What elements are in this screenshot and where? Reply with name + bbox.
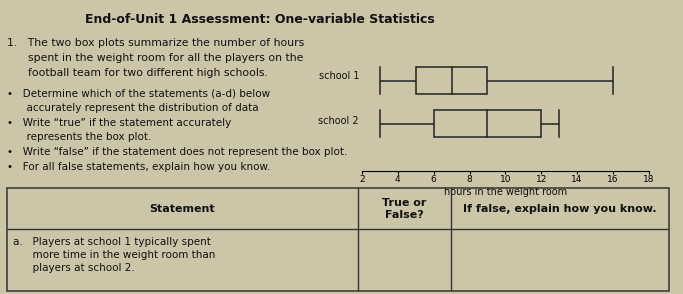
Text: If false, explain how you know.: If false, explain how you know. — [463, 204, 657, 214]
Text: 1.   The two box plots summarize the number of hours: 1. The two box plots summarize the numbe… — [7, 38, 304, 48]
Text: football team for two different high schools.: football team for two different high sch… — [7, 68, 268, 78]
Text: End-of-Unit 1 Assessment: One-variable Statistics: End-of-Unit 1 Assessment: One-variable S… — [85, 13, 434, 26]
Text: •   Write “true” if the statement accurately: • Write “true” if the statement accurate… — [7, 118, 231, 128]
Text: a.   Players at school 1 typically spent
      more time in the weight room than: a. Players at school 1 typically spent m… — [14, 237, 216, 273]
Text: True or
False?: True or False? — [382, 198, 426, 220]
Text: accurately represent the distribution of data: accurately represent the distribution of… — [7, 103, 258, 113]
Bar — [416, 67, 488, 94]
Text: •   For all false statements, explain how you know.: • For all false statements, explain how … — [7, 162, 270, 172]
Text: school 2: school 2 — [318, 116, 359, 126]
Text: Statement: Statement — [150, 204, 215, 214]
Text: spent in the weight room for all the players on the: spent in the weight room for all the pla… — [7, 53, 303, 63]
Text: •   Determine which of the statements (a-d) below: • Determine which of the statements (a-d… — [7, 88, 270, 98]
Text: •   Write “false” if the statement does not represent the box plot.: • Write “false” if the statement does no… — [7, 147, 347, 157]
Bar — [434, 110, 542, 137]
Text: school 1: school 1 — [319, 71, 359, 81]
Text: represents the box plot.: represents the box plot. — [7, 132, 151, 142]
X-axis label: hours in the weight room: hours in the weight room — [444, 187, 567, 197]
